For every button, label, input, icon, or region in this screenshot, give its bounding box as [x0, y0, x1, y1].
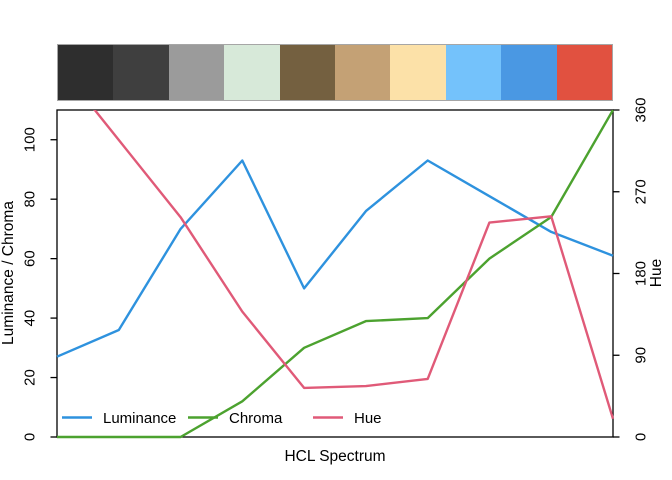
palette-swatch-4 — [224, 45, 280, 100]
legend: Luminance Chroma Hue — [62, 410, 382, 427]
palette-swatch-3 — [168, 45, 225, 100]
chroma-line — [57, 110, 614, 439]
x-axis-title: HCL Spectrum — [284, 448, 385, 465]
left-axis-tick-label: 40 — [22, 310, 39, 327]
right-axis-tick-label: 90 — [633, 347, 650, 364]
left-axis-tick-label: 80 — [22, 191, 39, 208]
palette-swatch-7 — [390, 45, 446, 100]
palette-swatch-6 — [335, 45, 391, 100]
palette-swatch-9 — [501, 45, 557, 100]
left-axis-tick-label: 0 — [22, 433, 39, 441]
right-axis-tick-label: 270 — [633, 179, 650, 204]
palette-swatch-10 — [556, 45, 613, 100]
hue-line — [93, 110, 614, 420]
legend-label-luminance: Luminance — [103, 410, 176, 427]
y-axis-title-right: Hue — [648, 259, 665, 287]
palette-swatch-8 — [445, 45, 502, 100]
luminance-line — [56, 159, 614, 358]
left-axis-tick-label: 20 — [22, 369, 39, 386]
palette-bar — [57, 44, 613, 101]
right-axis-tick-label: 0 — [633, 433, 650, 441]
palette-swatch-1 — [58, 45, 114, 100]
right-axis-tick-label: 180 — [633, 261, 650, 286]
left-axis-tick-label: 60 — [22, 250, 39, 267]
right-axis-tick-label: 360 — [633, 97, 650, 122]
legend-label-chroma: Chroma — [229, 410, 283, 427]
y-axis-title-left: Luminance / Chroma — [0, 201, 17, 345]
palette-swatch-5 — [279, 45, 336, 100]
left-axis-tick-label: 100 — [22, 127, 39, 152]
palette-swatch-2 — [113, 45, 169, 100]
legend-label-hue: Hue — [354, 410, 382, 427]
